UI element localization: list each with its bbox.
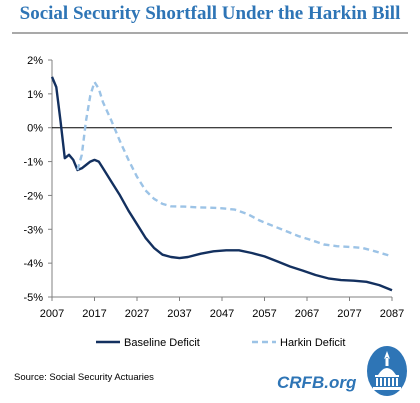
x-tick-label: 2017 bbox=[82, 308, 106, 320]
x-tick-label: 2087 bbox=[380, 308, 404, 320]
title-divider bbox=[12, 32, 408, 34]
x-tick-label: 2037 bbox=[167, 308, 191, 320]
source-note: Source: Social Security Actuaries bbox=[14, 372, 154, 383]
y-tick-label: -4% bbox=[23, 258, 43, 270]
capitol-seal-icon bbox=[367, 346, 407, 396]
y-tick-label: 1% bbox=[27, 89, 43, 101]
y-tick-label: -1% bbox=[23, 157, 43, 169]
x-tick-label: 2057 bbox=[252, 308, 276, 320]
chart-ticks: 2% 1% 0% -1% -2% -3% -4% -5% 2007 2017 2027 2037 204… bbox=[23, 55, 404, 320]
y-tick-label: -5% bbox=[23, 292, 43, 304]
harkin-deficit-line bbox=[76, 80, 393, 258]
y-tick-label: 2% bbox=[27, 55, 43, 67]
x-tick-label: 2077 bbox=[337, 308, 361, 320]
y-tick-label: -2% bbox=[23, 190, 43, 202]
chart-legend: Baseline Deficit Harkin Deficit bbox=[96, 337, 345, 349]
y-tick-label: 0% bbox=[27, 123, 43, 135]
y-tick-label: -3% bbox=[23, 224, 43, 236]
brand-logo-text: CRFB.org bbox=[277, 373, 357, 392]
legend-label: Harkin Deficit bbox=[280, 337, 345, 349]
chart-series bbox=[50, 76, 393, 292]
x-tick-label: 2067 bbox=[295, 308, 319, 320]
chart-title: Social Security Shortfall Under the Hark… bbox=[19, 3, 401, 24]
x-tick-label: 2027 bbox=[125, 308, 149, 320]
chart-axes bbox=[51, 60, 392, 298]
baseline-deficit-line bbox=[50, 76, 393, 292]
x-tick-label: 2007 bbox=[40, 308, 64, 320]
x-tick-label: 2047 bbox=[210, 308, 234, 320]
legend-label: Baseline Deficit bbox=[124, 337, 200, 349]
